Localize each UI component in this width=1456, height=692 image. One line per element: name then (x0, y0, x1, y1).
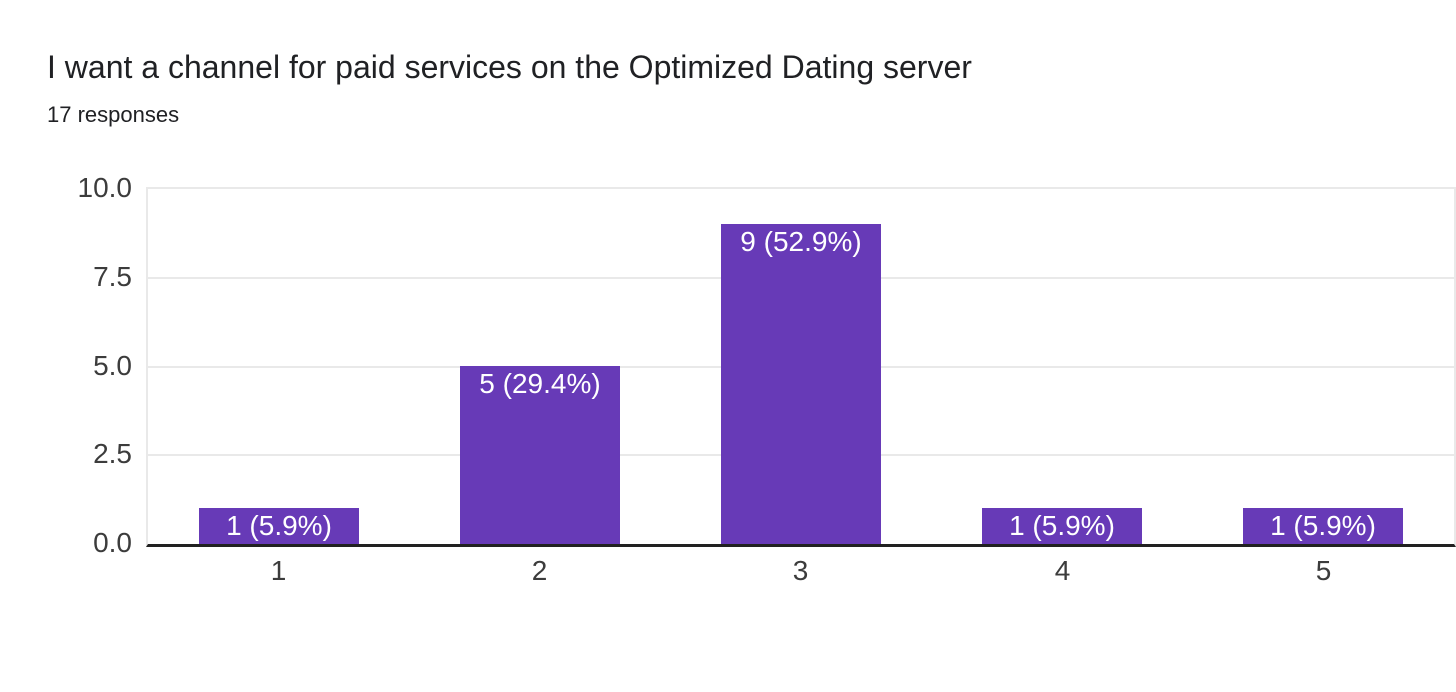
bar-value-label: 5 (29.4%) (479, 368, 601, 399)
x-axis-tick-label: 5 (1315, 555, 1332, 586)
bar-category-2: 5 (29.4%) (460, 366, 620, 544)
y-axis-tick-label: 7.5 (93, 260, 132, 292)
bar-value-label: 9 (52.9%) (740, 226, 862, 257)
x-axis-tick-label: 1 (270, 555, 287, 586)
bar-category-5: 1 (5.9%) (1243, 508, 1403, 544)
y-axis-tick-label: 10.0 (77, 172, 133, 203)
y-axis-tick-label: 5.0 (93, 349, 132, 381)
bar-value-label: 1 (5.9%) (1009, 510, 1115, 541)
bar-category-1: 1 (5.9%) (199, 508, 359, 544)
y-axis-tick-label: 0.0 (93, 527, 132, 558)
bar-value-label: 1 (5.9%) (1270, 510, 1376, 541)
chart-title: I want a channel for paid services on th… (47, 49, 972, 85)
y-axis-tick-label: 2.5 (93, 438, 132, 470)
x-axis-tick-label: 4 (1054, 555, 1071, 586)
bar-category-3: 9 (52.9%) (721, 224, 881, 544)
bar-value-label: 1 (5.9%) (226, 510, 332, 541)
x-axis-tick-label: 3 (792, 555, 809, 586)
bar-category-4: 1 (5.9%) (982, 508, 1142, 544)
response-count: 17 responses (47, 102, 180, 127)
bar-chart-plot: 1 (5.9%) 5 (29.4%) 9 (52.9%) 1 (5.9%) 1 (5.9… (146, 187, 1456, 547)
x-axis-tick-label: 2 (531, 555, 548, 586)
